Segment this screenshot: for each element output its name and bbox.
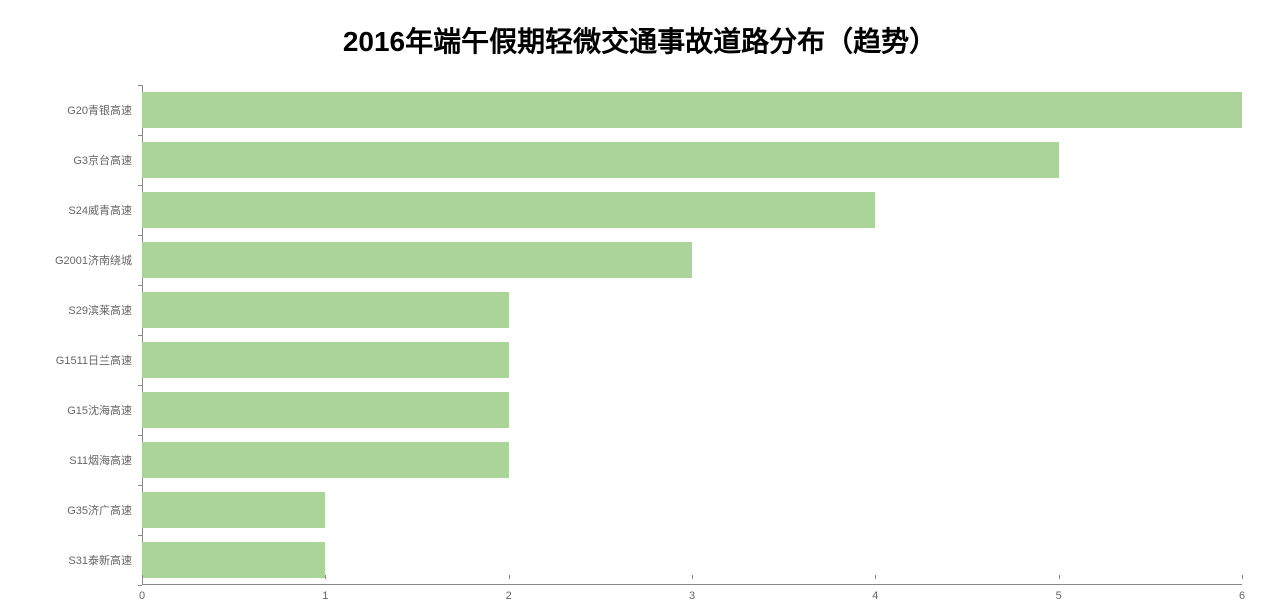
bar-label: G35济广高速	[67, 502, 142, 518]
bar-row: G15沈海高速	[142, 385, 1242, 435]
y-tick	[138, 435, 142, 436]
x-axis-label: 4	[872, 590, 878, 602]
bar	[142, 292, 509, 328]
x-axis-label: 3	[689, 590, 695, 602]
bar-row: G20青银高速	[142, 85, 1242, 135]
bar-label: S29滨莱高速	[68, 302, 142, 318]
bar	[142, 342, 509, 378]
bar-label: G20青银高速	[67, 102, 142, 118]
x-tick	[692, 575, 693, 579]
bar-row: S11烟海高速	[142, 435, 1242, 485]
x-axis-label: 5	[1056, 590, 1062, 602]
x-tick	[142, 575, 143, 579]
x-axis-label: 0	[139, 590, 145, 602]
bar-label: G3京台高速	[73, 152, 142, 168]
bar	[142, 242, 692, 278]
bar-label: G2001济南绕城	[55, 252, 142, 268]
bar-row: G2001济南绕城	[142, 235, 1242, 285]
y-tick	[138, 85, 142, 86]
bar-label: S31泰新高速	[68, 552, 142, 568]
bar	[142, 442, 509, 478]
bar	[142, 142, 1059, 178]
chart-container: 2016年端午假期轻微交通事故道路分布（趋势） G20青银高速G3京台高速S24…	[0, 0, 1280, 611]
bar	[142, 192, 875, 228]
x-axis-label: 2	[506, 590, 512, 602]
y-tick	[138, 485, 142, 486]
bar-label: S11烟海高速	[69, 452, 142, 468]
bar-row: G1511日兰高速	[142, 335, 1242, 385]
x-axis-label: 1	[322, 590, 328, 602]
y-tick	[138, 135, 142, 136]
bar-label: G15沈海高速	[67, 402, 142, 418]
y-tick	[138, 235, 142, 236]
bar	[142, 492, 325, 528]
bar	[142, 92, 1242, 128]
x-tick	[1242, 575, 1243, 579]
bar	[142, 392, 509, 428]
bar-row: S29滨莱高速	[142, 285, 1242, 335]
y-tick	[138, 585, 142, 586]
bars-wrapper: G20青银高速G3京台高速S24威青高速G2001济南绕城S29滨莱高速G151…	[142, 85, 1242, 585]
bar	[142, 542, 325, 578]
x-tick	[1059, 575, 1060, 579]
bar-row: G3京台高速	[142, 135, 1242, 185]
y-tick	[138, 185, 142, 186]
y-tick	[138, 535, 142, 536]
bar-label: S24威青高速	[68, 202, 142, 218]
chart-title: 2016年端午假期轻微交通事故道路分布（趋势）	[20, 20, 1260, 60]
bar-label: G1511日兰高速	[56, 352, 142, 368]
bar-row: S24威青高速	[142, 185, 1242, 235]
bar-row: G35济广高速	[142, 485, 1242, 535]
x-axis-label: 6	[1239, 590, 1245, 602]
x-tick	[325, 575, 326, 579]
y-tick	[138, 285, 142, 286]
x-tick	[509, 575, 510, 579]
x-tick	[875, 575, 876, 579]
y-tick	[138, 335, 142, 336]
plot-area: G20青银高速G3京台高速S24威青高速G2001济南绕城S29滨莱高速G151…	[20, 85, 1260, 595]
y-tick	[138, 385, 142, 386]
